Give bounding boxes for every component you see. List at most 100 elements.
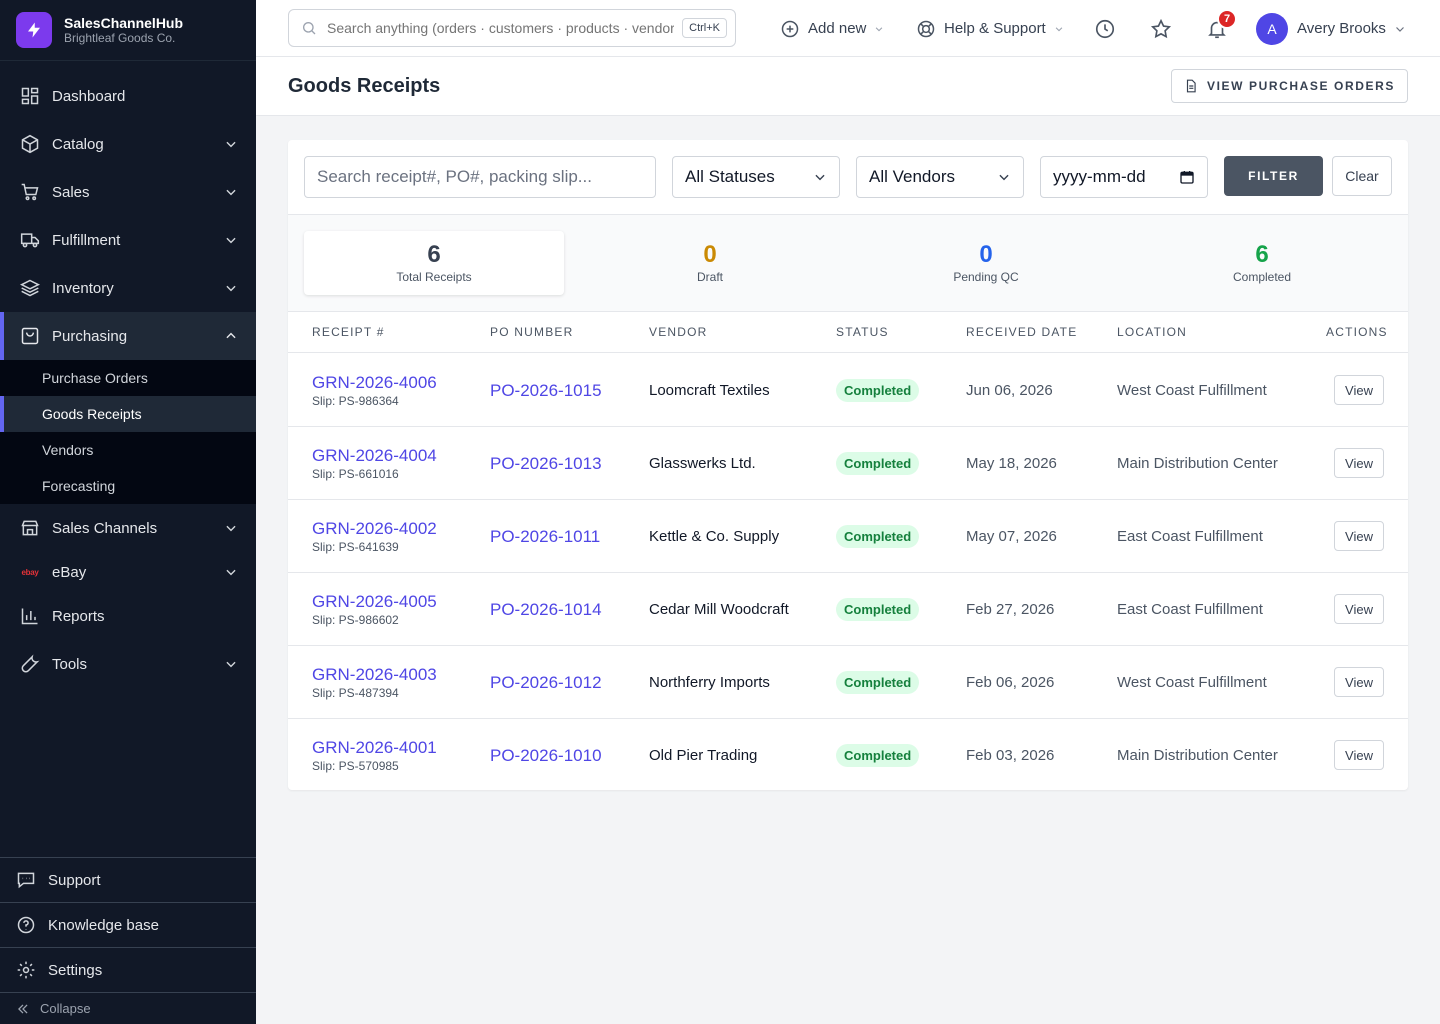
sidebar-item-reports[interactable]: Reports xyxy=(0,592,256,640)
user-name: Avery Brooks xyxy=(1297,20,1386,37)
status-select-value: All Statuses xyxy=(685,167,775,186)
bar-chart-icon xyxy=(20,606,40,626)
chevron-down-icon xyxy=(997,170,1011,184)
help-support-button[interactable]: Help & Support xyxy=(916,0,1064,57)
global-search[interactable]: Ctrl+K xyxy=(288,9,736,47)
page-header: Goods Receipts VIEW PURCHASE ORDERS xyxy=(256,57,1440,116)
top-bar: Ctrl+K Add new Help & Support A Avery Br… xyxy=(256,0,1440,57)
vendor-name: Northferry Imports xyxy=(649,674,770,691)
view-purchase-orders-button[interactable]: VIEW PURCHASE ORDERS xyxy=(1171,69,1408,103)
po-number-link[interactable]: PO-2026-1014 xyxy=(490,600,602,619)
stat-label: Pending QC xyxy=(953,270,1019,284)
po-number-link[interactable]: PO-2026-1012 xyxy=(490,673,602,692)
column-header-po-number[interactable]: PO Number xyxy=(490,325,574,339)
sidebar-subitem-forecasting[interactable]: Forecasting xyxy=(42,478,116,494)
date-input-value: yyyy-mm-dd xyxy=(1053,167,1146,186)
receipt-number-link[interactable]: GRN-2026-4006 xyxy=(312,373,437,392)
favorites-button[interactable] xyxy=(1150,0,1172,57)
collapse-sidebar-button[interactable]: Collapse xyxy=(0,992,256,1024)
page-title: Goods Receipts xyxy=(288,75,441,97)
stat-draft[interactable]: 0 Draft xyxy=(580,231,840,295)
sidebar-item-label: Purchasing xyxy=(52,327,128,345)
add-new-label: Add new xyxy=(808,20,867,37)
receipt-number-link[interactable]: GRN-2026-4004 xyxy=(312,446,437,465)
filter-bar: Search receipt#, PO#, packing slip... Al… xyxy=(288,140,1408,215)
chevron-down-icon xyxy=(1394,23,1406,35)
status-select[interactable]: All Statuses xyxy=(672,156,840,198)
receipt-number-link[interactable]: GRN-2026-4005 xyxy=(312,592,437,611)
po-number-link[interactable]: PO-2026-1015 xyxy=(490,381,602,400)
view-button[interactable]: View xyxy=(1334,448,1384,478)
column-header-receipt[interactable]: Receipt # xyxy=(312,325,385,339)
sidebar-item-ebay[interactable]: ebay eBay xyxy=(0,552,256,592)
view-button[interactable]: View xyxy=(1334,740,1384,770)
sidebar-footer-knowledge-base[interactable]: Knowledge base xyxy=(0,902,256,947)
stat-value: 0 xyxy=(979,241,993,268)
ebay-logo: ebay xyxy=(21,567,39,577)
location: East Coast Fulfillment xyxy=(1117,528,1263,545)
packing-slip: Slip: PS-661016 xyxy=(312,467,399,481)
user-menu[interactable]: A Avery Brooks xyxy=(1256,0,1406,57)
global-search-input[interactable] xyxy=(327,20,675,36)
stat-completed[interactable]: 6 Completed xyxy=(1132,231,1392,295)
status-badge: Completed xyxy=(836,525,920,548)
packing-slip: Slip: PS-986364 xyxy=(312,394,399,408)
column-header-location[interactable]: Location xyxy=(1117,325,1188,339)
receipt-number-link[interactable]: GRN-2026-4001 xyxy=(312,738,437,757)
receipt-search-input[interactable]: Search receipt#, PO#, packing slip... xyxy=(304,156,656,198)
sidebar-item-sales[interactable]: Sales xyxy=(0,168,256,216)
sidebar-item-catalog[interactable]: Catalog xyxy=(0,120,256,168)
view-button[interactable]: View xyxy=(1334,375,1384,405)
plus-circle-icon xyxy=(780,19,800,39)
vendor-name: Old Pier Trading xyxy=(649,747,758,764)
chevron-up-icon xyxy=(224,329,238,343)
column-header-actions: Actions xyxy=(1326,325,1388,339)
sidebar-item-label: Sales Channels xyxy=(52,519,158,537)
view-purchase-orders-label: VIEW PURCHASE ORDERS xyxy=(1206,79,1396,93)
column-header-vendor[interactable]: Vendor xyxy=(649,325,708,339)
history-button[interactable] xyxy=(1094,0,1116,57)
location: West Coast Fulfillment xyxy=(1117,674,1267,691)
vendor-name: Glasswerks Ltd. xyxy=(649,455,756,472)
sidebar-item-dashboard[interactable]: Dashboard xyxy=(0,72,256,120)
chevron-down-icon xyxy=(224,521,238,535)
po-number-link[interactable]: PO-2026-1013 xyxy=(490,454,602,473)
sidebar-item-fulfillment[interactable]: Fulfillment xyxy=(0,216,256,264)
date-input[interactable]: yyyy-mm-dd xyxy=(1040,156,1208,198)
stat-pending-qc[interactable]: 0 Pending QC xyxy=(856,231,1116,295)
question-icon xyxy=(16,915,36,935)
sidebar-item-sales-channels[interactable]: Sales Channels xyxy=(0,504,256,552)
table-row: GRN-2026-4006 Slip: PS-986364 PO-2026-10… xyxy=(288,354,1408,427)
chevron-down-icon xyxy=(224,137,238,151)
chevron-down-icon xyxy=(813,170,827,184)
vendor-select[interactable]: All Vendors xyxy=(856,156,1024,198)
sidebar-item-inventory[interactable]: Inventory xyxy=(0,264,256,312)
receipt-number-link[interactable]: GRN-2026-4003 xyxy=(312,665,437,684)
sidebar-footer-support[interactable]: Support xyxy=(0,857,256,902)
status-badge: Completed xyxy=(836,598,920,621)
sidebar-item-purchasing[interactable]: Purchasing xyxy=(0,312,256,360)
view-button[interactable]: View xyxy=(1334,667,1384,697)
sidebar-subitem-vendors[interactable]: Vendors xyxy=(42,442,94,458)
sidebar-footer-settings[interactable]: Settings xyxy=(0,947,256,992)
view-button[interactable]: View xyxy=(1334,521,1384,551)
bolt-icon xyxy=(16,12,52,48)
store-icon xyxy=(20,518,40,538)
receipt-number-link[interactable]: GRN-2026-4002 xyxy=(312,519,437,538)
clear-button[interactable]: Clear xyxy=(1332,156,1392,196)
sidebar-subitem-goods-receipts[interactable]: Goods Receipts xyxy=(0,396,256,432)
add-new-button[interactable]: Add new xyxy=(780,0,884,57)
stat-total-receipts[interactable]: 6 Total Receipts xyxy=(304,231,564,295)
packing-slip: Slip: PS-570985 xyxy=(312,759,399,773)
sidebar-subitem-purchase-orders[interactable]: Purchase Orders xyxy=(42,370,148,386)
column-header-status[interactable]: Status xyxy=(836,325,889,339)
brand[interactable]: SalesChannelHub Brightleaf Goods Co. xyxy=(0,0,256,61)
po-number-link[interactable]: PO-2026-1010 xyxy=(490,746,602,765)
filter-button[interactable]: FILTER xyxy=(1224,156,1323,196)
calendar-icon[interactable] xyxy=(1179,169,1195,185)
sidebar-item-tools[interactable]: Tools xyxy=(0,640,256,688)
dashboard-icon xyxy=(20,86,40,106)
column-header-received-date[interactable]: Received Date xyxy=(966,325,1078,339)
po-number-link[interactable]: PO-2026-1011 xyxy=(490,527,601,546)
view-button[interactable]: View xyxy=(1334,594,1384,624)
